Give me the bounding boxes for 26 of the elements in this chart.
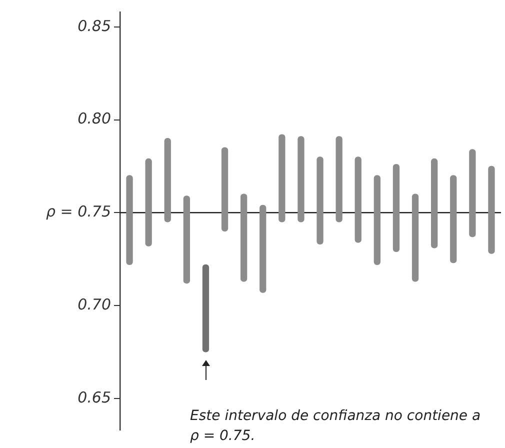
bar (392, 164, 400, 252)
bar (221, 147, 228, 232)
bar (450, 175, 457, 264)
bar (374, 175, 381, 265)
bar (412, 194, 419, 282)
bar (336, 136, 342, 222)
bar (240, 194, 248, 282)
bar (126, 175, 133, 265)
bar (469, 149, 476, 238)
bar (202, 264, 210, 352)
bar (278, 134, 286, 222)
bar (164, 138, 171, 222)
annotation: Este intervalo de confianza no contiene a ρ = 0.75. (190, 407, 482, 446)
y-tick-label: 0.80 (78, 110, 111, 128)
bar (430, 158, 438, 248)
bar (298, 136, 304, 222)
bar (488, 166, 495, 254)
y-tick-label: 0.70 (78, 295, 111, 314)
y-tick-label: 0.65 (78, 388, 111, 406)
y-tick-label: 0.85 (78, 16, 111, 35)
bar (183, 196, 190, 284)
bar (260, 204, 266, 293)
bar (354, 156, 362, 243)
bar (316, 156, 324, 245)
bar (145, 158, 152, 246)
y-tick-label: ρ = 0.75 (46, 202, 111, 221)
